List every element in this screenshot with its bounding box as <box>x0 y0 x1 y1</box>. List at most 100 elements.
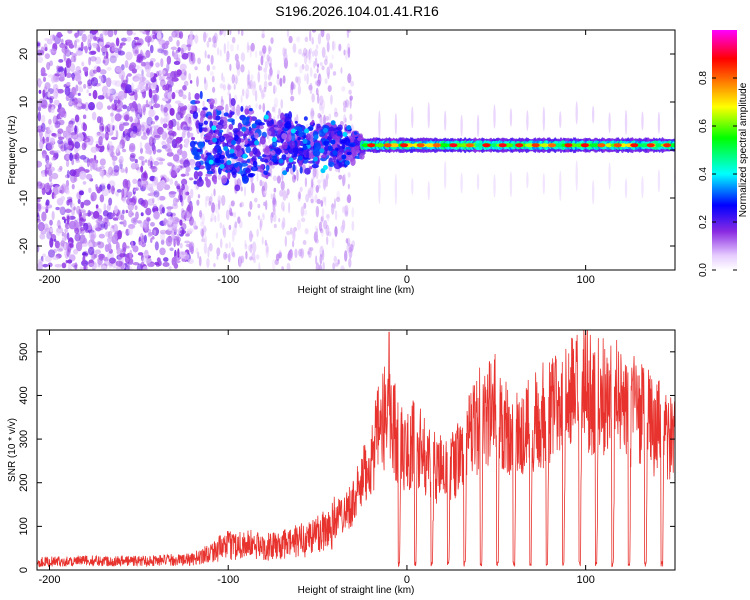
heatmap-blob <box>326 66 331 77</box>
heatmap-blob <box>168 266 172 270</box>
heatmap-blob <box>75 84 79 92</box>
heatmap-blob <box>191 52 196 64</box>
heatmap-blob <box>45 184 53 190</box>
heatmap-blob <box>104 244 110 253</box>
heatmap-blob <box>40 230 47 235</box>
heatmap-blob <box>336 259 340 266</box>
heatmap-blob <box>197 194 201 199</box>
heatmap-blob <box>149 60 154 67</box>
heatmap-blob <box>165 236 173 247</box>
heatmap-blob <box>150 72 155 78</box>
heatmap-blob <box>315 227 319 236</box>
heatmap-blob <box>221 175 228 184</box>
heatmap-blob <box>159 79 166 88</box>
heatmap-blob <box>223 145 229 151</box>
heatmap-blob <box>45 163 52 170</box>
heatmap-blob <box>45 199 50 206</box>
heatmap-blob <box>194 183 198 191</box>
heatmap-blob <box>319 95 324 106</box>
heatmap-blob <box>306 72 309 85</box>
heatmap-blob <box>98 233 106 239</box>
heatmap-blob <box>99 194 105 203</box>
heatmap-blob <box>71 183 75 190</box>
heatmap-blob <box>147 198 155 206</box>
heatmap-blob <box>334 107 338 115</box>
heatmap-blob <box>282 75 286 84</box>
heatmap-blob <box>125 51 133 61</box>
heatmap-blob <box>184 138 189 149</box>
heatmap-blob <box>37 214 41 221</box>
heatmap-blob <box>146 218 151 222</box>
heatmap-blob <box>378 175 381 205</box>
heatmap-blob <box>64 149 72 154</box>
heatmap-blob <box>493 174 496 198</box>
heatmap-blob <box>264 158 269 163</box>
heatmap-blob <box>100 182 106 186</box>
heatmap-blob <box>58 107 66 118</box>
heatmap-blob <box>526 110 529 131</box>
heatmap-blob <box>325 32 331 42</box>
heatmap-blob <box>268 81 273 87</box>
heatmap-blob <box>112 217 118 221</box>
heatmap-blob <box>192 111 199 119</box>
heatmap-blob <box>253 257 256 264</box>
heatmap-blob <box>37 212 40 218</box>
colorbar-tick-label: 0.2 <box>698 215 709 229</box>
heatmap-blob <box>293 83 296 90</box>
heatmap-blob <box>214 203 219 214</box>
heatmap-blob <box>167 206 171 215</box>
heatmap-blob <box>107 140 113 149</box>
heatmap-blob <box>223 112 229 117</box>
heatmap-blob <box>87 209 91 217</box>
heatmap-blob <box>107 88 111 97</box>
heatmap-blob <box>45 159 50 168</box>
heatmap-blob <box>260 90 265 100</box>
heatmap-blob <box>249 243 253 254</box>
heatmap-blob <box>317 179 322 185</box>
heatmap-blob <box>234 184 241 192</box>
heatmap-blob <box>53 40 57 44</box>
heatmap-blob <box>163 49 169 56</box>
heatmap-blob <box>83 169 90 173</box>
heatmap-blob <box>641 111 644 131</box>
heatmap-blob <box>266 54 270 62</box>
heatmap-blob <box>107 221 111 227</box>
heatmap-blob <box>188 177 194 181</box>
heatmap-blob <box>38 89 42 94</box>
heatmap-blob <box>130 240 134 249</box>
heatmap-blob <box>267 172 271 177</box>
heatmap-blob <box>50 106 55 114</box>
heatmap-blob <box>160 231 165 242</box>
spectrogram-x-label: Height of straight line (km) <box>298 285 415 296</box>
heatmap-blob <box>147 159 151 167</box>
y-tick-label: 400 <box>18 386 30 404</box>
heatmap-blob <box>272 197 277 206</box>
heatmap-blob <box>247 210 252 217</box>
heatmap-blob <box>244 240 247 247</box>
heatmap-blob <box>126 105 131 112</box>
heatmap-blob <box>193 180 197 185</box>
heatmap-blob <box>162 262 170 268</box>
heatmap-blob <box>250 42 255 52</box>
heatmap-blob <box>92 160 98 171</box>
heatmap-blob <box>251 233 254 238</box>
heatmap-blob <box>208 200 212 207</box>
heatmap-blob <box>159 41 162 48</box>
heatmap-blob <box>225 57 230 63</box>
heatmap-blob <box>282 47 286 57</box>
heatmap-blob <box>335 196 341 203</box>
heatmap-blob <box>134 91 138 101</box>
heatmap-blob <box>58 136 65 140</box>
heatmap-blob <box>286 188 290 196</box>
heatmap-blob <box>75 38 80 43</box>
heatmap-blob <box>47 91 51 98</box>
heatmap-blob <box>240 186 243 192</box>
heatmap-blob <box>95 131 100 138</box>
heatmap-blob <box>217 195 222 206</box>
heatmap-blob <box>188 132 194 138</box>
heatmap-blob <box>178 89 184 98</box>
heatmap-blob <box>79 217 84 221</box>
heatmap-blob <box>113 98 118 106</box>
heatmap-blob <box>148 100 153 110</box>
